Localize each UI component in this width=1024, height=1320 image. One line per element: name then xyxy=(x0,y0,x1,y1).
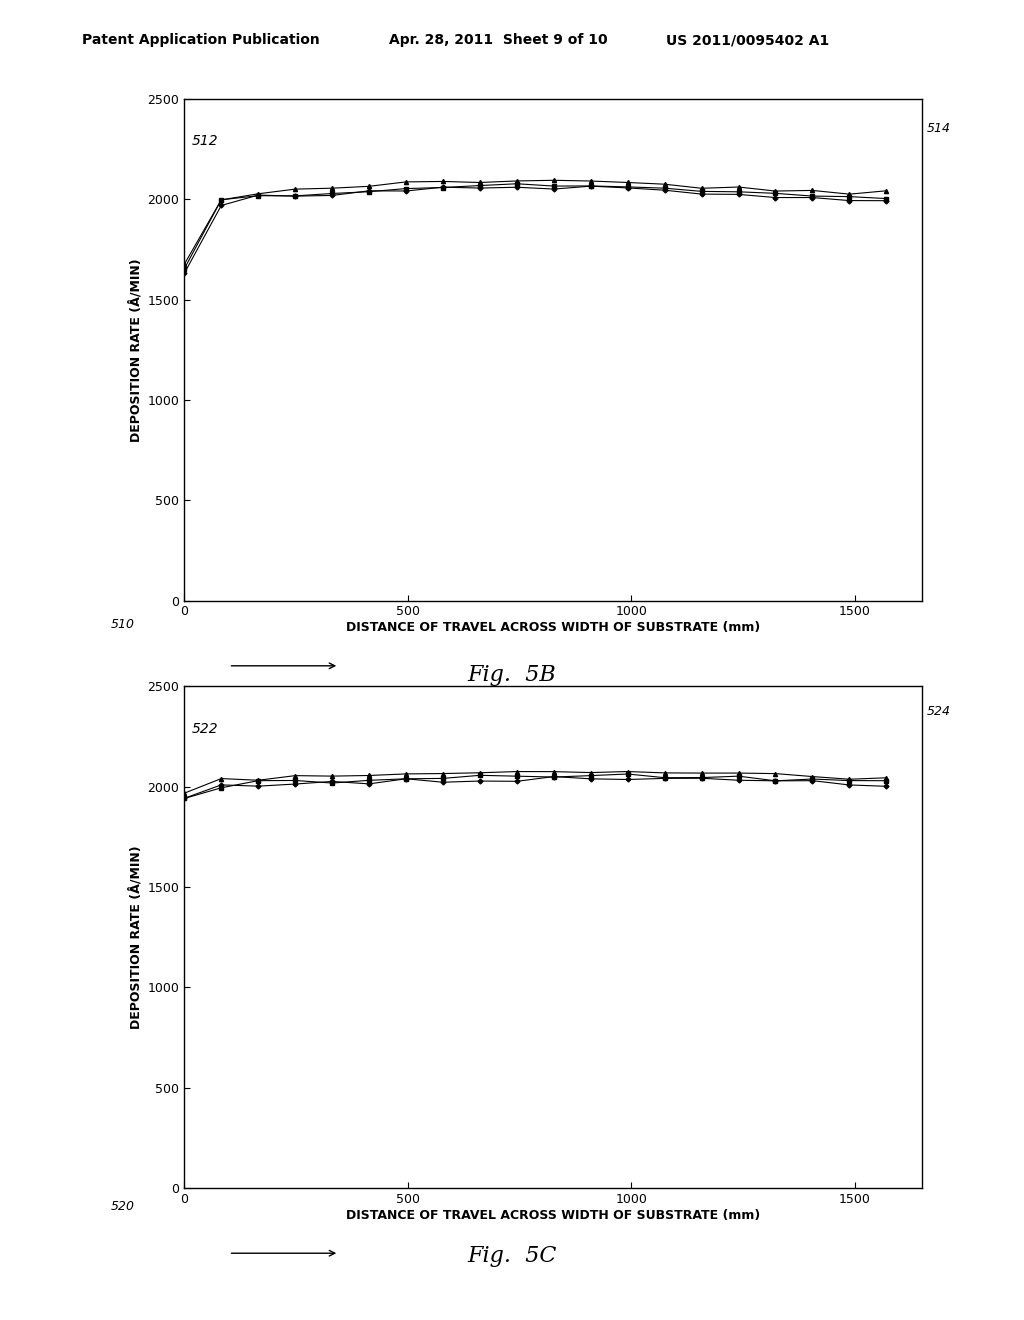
Y-axis label: DEPOSITION RATE (Å/MIN): DEPOSITION RATE (Å/MIN) xyxy=(129,845,142,1030)
Text: Fig.  5C: Fig. 5C xyxy=(467,1245,557,1267)
Y-axis label: DEPOSITION RATE (Å/MIN): DEPOSITION RATE (Å/MIN) xyxy=(129,257,142,442)
Text: Patent Application Publication: Patent Application Publication xyxy=(82,33,319,48)
Text: US 2011/0095402 A1: US 2011/0095402 A1 xyxy=(666,33,828,48)
Text: Apr. 28, 2011  Sheet 9 of 10: Apr. 28, 2011 Sheet 9 of 10 xyxy=(389,33,608,48)
X-axis label: DISTANCE OF TRAVEL ACROSS WIDTH OF SUBSTRATE (mm): DISTANCE OF TRAVEL ACROSS WIDTH OF SUBST… xyxy=(346,622,760,634)
Text: 514: 514 xyxy=(927,121,950,135)
Text: 520: 520 xyxy=(111,1200,134,1213)
Text: 512: 512 xyxy=(191,135,218,148)
Text: 522: 522 xyxy=(191,722,218,735)
Text: Fig.  5B: Fig. 5B xyxy=(468,664,556,686)
Text: 524: 524 xyxy=(927,705,950,718)
X-axis label: DISTANCE OF TRAVEL ACROSS WIDTH OF SUBSTRATE (mm): DISTANCE OF TRAVEL ACROSS WIDTH OF SUBST… xyxy=(346,1209,760,1221)
Text: 510: 510 xyxy=(111,618,134,631)
